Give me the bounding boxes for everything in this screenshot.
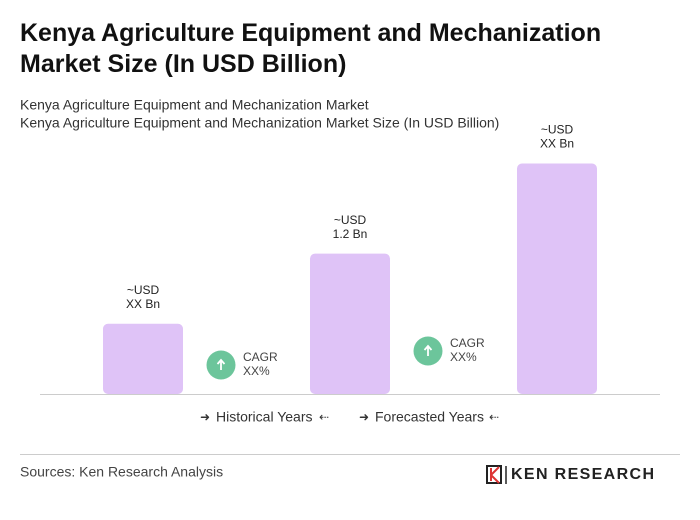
- bar: [103, 323, 183, 394]
- legend-arrow: ⇠: [489, 410, 499, 424]
- value-label: XX Bn: [540, 137, 574, 151]
- cagr-arrow: [423, 344, 433, 356]
- legend-arrow: ➜: [359, 410, 369, 424]
- value-label: ~USD: [541, 123, 574, 137]
- cagr-label: XX%: [450, 350, 477, 364]
- logo-icon: [486, 465, 502, 484]
- legend-label: Historical Years: [216, 409, 313, 425]
- value-label: ~USD: [334, 213, 367, 227]
- source: Sources: Ken Research Analysis: [20, 464, 223, 480]
- cagr-label: CAGR: [450, 336, 485, 350]
- logo-icon: [490, 466, 500, 484]
- legend-arrow: ⇠: [319, 410, 329, 424]
- value-label: 1.2 Bn: [333, 227, 368, 241]
- cagr-label: XX%: [243, 364, 270, 378]
- subtitle: Kenya Agriculture Equipment and Mechaniz…: [20, 115, 499, 131]
- value-label: XX Bn: [126, 297, 160, 311]
- logo: KEN RESEARCH: [486, 465, 654, 484]
- chart-title: Kenya Agriculture Equipment and Mechaniz…: [20, 19, 602, 78]
- legend-arrow: ➜: [200, 410, 210, 424]
- value-label: ~USD: [127, 283, 160, 297]
- bar: [517, 163, 597, 394]
- brand: KEN RESEARCH: [511, 466, 654, 483]
- subtitle: Kenya Agriculture Equipment and Mechaniz…: [20, 97, 369, 113]
- cagr-label: CAGR: [243, 350, 278, 364]
- bar: [310, 253, 390, 394]
- cagr-arrow: [216, 358, 226, 370]
- legend-label: Forecasted Years: [375, 409, 484, 425]
